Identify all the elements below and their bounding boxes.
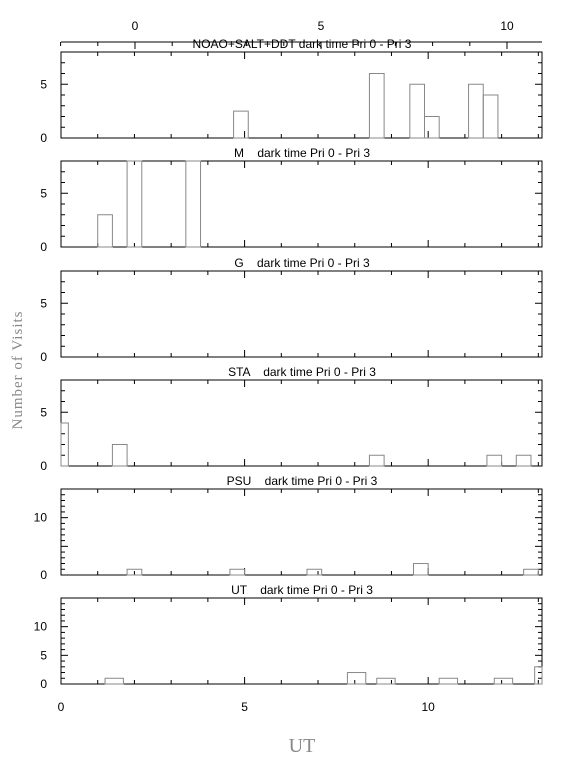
histogram-bar: [493, 677, 514, 685]
panel-2: M dark time Pri 0 - Pri 3 0 5: [40, 146, 543, 254]
panel-5: PSU dark time Pri 0 - Pri 3 0 10: [34, 474, 543, 582]
histogram-bar: [346, 672, 367, 685]
histogram-bar: [185, 160, 202, 248]
panel-6: UT dark time Pri 0 - Pri 3 0 5 10: [34, 583, 543, 691]
top-axis: 0 5 10: [60, 19, 542, 49]
y-tick-label: 0: [40, 131, 47, 145]
histogram-bar: [438, 677, 459, 685]
y-tick-label: 5: [40, 296, 47, 310]
histogram-bar: [482, 94, 499, 139]
histogram-bar: [368, 73, 385, 139]
histogram-bar: [424, 116, 440, 139]
top-axis-tick-label: 10: [500, 19, 514, 33]
panel-frame: [60, 51, 543, 139]
panel-title: G dark time Pri 0 - Pri 3: [234, 256, 370, 270]
histogram-bar: [523, 568, 539, 576]
top-axis-tick-label: 5: [318, 19, 325, 33]
x-axis-title: UT: [289, 735, 316, 757]
panel-frame: [60, 160, 543, 248]
y-tick-label: 5: [40, 77, 47, 91]
histogram-bar: [368, 454, 385, 467]
bottom-axis-tick-label: 10: [421, 700, 435, 714]
top-axis-tick-label: 0: [132, 19, 139, 33]
y-tick-label: 5: [40, 186, 47, 200]
panel-1: NOAO+SALT+DDT dark time Pri 0 - Pri 3 0 5: [40, 37, 543, 145]
panel-title: UT dark time Pri 0 - Pri 3: [231, 583, 373, 597]
histogram-bar: [412, 563, 429, 576]
panel-3: G dark time Pri 0 - Pri 3 0 5: [40, 256, 543, 364]
bottom-axis-tick-label: 0: [58, 700, 65, 714]
histogram-bar: [60, 422, 69, 467]
panel-title: STA dark time Pri 0 - Pri 3: [228, 365, 376, 379]
panel-frame: [60, 379, 543, 467]
y-tick-label: 5: [40, 405, 47, 419]
y-tick-label: 10: [34, 620, 48, 634]
panel-frame: [60, 597, 543, 685]
bottom-axis: 0 5 10: [58, 700, 436, 714]
y-tick-label: 5: [40, 648, 47, 662]
panel-frame: [60, 270, 543, 358]
y-tick-label: 0: [40, 240, 47, 254]
y-tick-label: 0: [40, 677, 47, 691]
y-tick-label: 0: [40, 459, 47, 473]
histogram-bar: [111, 444, 128, 467]
histogram-bar: [306, 568, 323, 576]
histogram-bar: [515, 454, 532, 467]
panel-title: NOAO+SALT+DDT dark time Pri 0 - Pri 3: [193, 37, 412, 51]
panel-title: M dark time Pri 0 - Pri 3: [234, 146, 370, 160]
y-tick-label: 0: [40, 350, 47, 364]
bottom-axis-tick-label: 5: [241, 700, 248, 714]
histogram-bar: [468, 83, 484, 139]
panels: NOAO+SALT+DDT dark time Pri 0 - Pri 305M…: [34, 37, 543, 691]
panel-frame: [60, 488, 543, 576]
histogram-bar: [97, 214, 113, 248]
histogram-bar: [409, 83, 426, 139]
histogram-bar: [486, 454, 503, 467]
panel-4: STA dark time Pri 0 - Pri 3 0 5: [40, 365, 543, 473]
histogram-bar: [534, 666, 543, 685]
panel-title: PSU dark time Pri 0 - Pri 3: [227, 474, 378, 488]
histogram-bar: [126, 568, 143, 576]
histogram-bar: [229, 568, 246, 576]
histogram-bar: [376, 677, 396, 685]
histogram-bar: [126, 160, 143, 248]
y-tick-label: 10: [34, 511, 48, 525]
histogram-bar: [104, 677, 124, 685]
histogram-bar: [233, 110, 249, 139]
y-axis-title: Number of Visits: [10, 311, 26, 430]
y-tick-label: 0: [40, 568, 47, 582]
